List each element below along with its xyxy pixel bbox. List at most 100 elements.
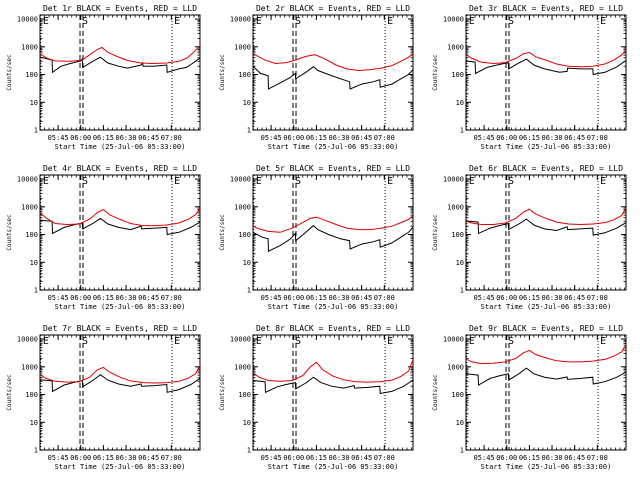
x-tick-label: 07:00 bbox=[161, 454, 182, 462]
marker-label: S bbox=[295, 336, 301, 347]
y-tick-label: 1 bbox=[460, 447, 464, 455]
marker-label: S bbox=[82, 176, 88, 187]
marker-label: S bbox=[82, 16, 88, 27]
plot-title: Det 3r BLACK = Events, RED = LLD bbox=[469, 4, 623, 13]
y-tick-label: 1 bbox=[247, 287, 251, 295]
x-tick-label: 06:15 bbox=[93, 134, 114, 142]
x-tick-label: 06:15 bbox=[93, 454, 114, 462]
detector-panel-2: Det 2r BLACK = Events, RED = LLD Counts/s… bbox=[219, 4, 414, 151]
x-tick-label: 06:30 bbox=[328, 134, 349, 142]
events-series-line bbox=[39, 374, 201, 393]
x-tick-label: 06:45 bbox=[351, 294, 372, 302]
x-tick-label: 06:00 bbox=[70, 134, 91, 142]
y-tick-label: 10 bbox=[30, 99, 38, 107]
x-tick-label: 06:45 bbox=[351, 134, 372, 142]
y-tick-label: 10000 bbox=[17, 336, 38, 344]
y-axis-label: Counts/sec bbox=[432, 374, 439, 411]
detector-panel-9: Det 9r BLACK = Events, RED = LLD Counts/s… bbox=[432, 324, 627, 471]
events-series-line bbox=[39, 217, 201, 236]
x-tick-label: 06:15 bbox=[519, 454, 540, 462]
x-tick-label: 06:15 bbox=[519, 134, 540, 142]
y-tick-label: 10000 bbox=[443, 176, 464, 184]
y-tick-label: 10000 bbox=[443, 336, 464, 344]
x-tick-label: 06:30 bbox=[115, 454, 136, 462]
y-axis-label: Counts/sec bbox=[6, 214, 13, 251]
x-axis-label: Start Time (25-Jul-06 05:33:00) bbox=[268, 463, 399, 471]
lld-series-line bbox=[465, 49, 627, 68]
plot-frame bbox=[39, 334, 201, 451]
x-tick-label: 07:00 bbox=[161, 134, 182, 142]
marker-label: E bbox=[469, 16, 475, 27]
y-tick-label: 10 bbox=[456, 259, 464, 267]
x-tick-label: 07:00 bbox=[374, 134, 395, 142]
x-tick-label: 05:45 bbox=[261, 294, 282, 302]
y-tick-label: 1000 bbox=[234, 43, 251, 51]
marker-label: E bbox=[600, 336, 606, 347]
events-series-line bbox=[252, 224, 414, 252]
marker-label: S bbox=[82, 336, 88, 347]
x-tick-label: 06:30 bbox=[328, 454, 349, 462]
y-axis-label: Counts/sec bbox=[219, 54, 226, 91]
lld-series-line bbox=[39, 207, 201, 227]
marker-label: E bbox=[43, 16, 49, 27]
y-tick-label: 10 bbox=[243, 259, 251, 267]
x-tick-label: 06:30 bbox=[541, 294, 562, 302]
plot-frame bbox=[465, 334, 627, 451]
x-tick-label: 06:15 bbox=[306, 134, 327, 142]
y-axis-label: Counts/sec bbox=[432, 54, 439, 91]
marker-label: S bbox=[295, 16, 301, 27]
y-tick-label: 1 bbox=[247, 127, 251, 135]
y-tick-label: 10 bbox=[243, 99, 251, 107]
y-tick-label: 100 bbox=[25, 71, 38, 79]
marker-label: E bbox=[256, 16, 262, 27]
detector-panel-4: Det 4r BLACK = Events, RED = LLD Counts/s… bbox=[6, 164, 201, 311]
lld-series-line bbox=[39, 45, 201, 65]
x-tick-label: 06:30 bbox=[115, 134, 136, 142]
events-series-line bbox=[465, 367, 627, 386]
marker-label: E bbox=[387, 16, 393, 27]
y-tick-label: 1000 bbox=[447, 43, 464, 51]
plot-title: Det 7r BLACK = Events, RED = LLD bbox=[43, 324, 197, 333]
y-axis-label: Counts/sec bbox=[219, 214, 226, 251]
detector-panel-5: Det 5r BLACK = Events, RED = LLD Counts/s… bbox=[219, 164, 414, 311]
y-tick-label: 100 bbox=[238, 231, 251, 239]
x-tick-label: 07:00 bbox=[587, 454, 608, 462]
x-tick-label: 06:45 bbox=[138, 134, 159, 142]
marker-label: S bbox=[508, 336, 514, 347]
x-tick-label: 06:00 bbox=[283, 134, 304, 142]
y-tick-label: 1000 bbox=[21, 203, 38, 211]
x-tick-label: 07:00 bbox=[374, 294, 395, 302]
events-series-line bbox=[465, 58, 627, 76]
marker-label: S bbox=[295, 176, 301, 187]
plot-title: Det 9r BLACK = Events, RED = LLD bbox=[469, 324, 623, 333]
x-tick-label: 05:45 bbox=[474, 134, 495, 142]
plot-title: Det 1r BLACK = Events, RED = LLD bbox=[43, 4, 197, 13]
y-tick-label: 10000 bbox=[17, 176, 38, 184]
x-tick-label: 05:45 bbox=[48, 134, 69, 142]
y-tick-label: 1 bbox=[34, 287, 38, 295]
marker-label: E bbox=[600, 176, 606, 187]
y-axis-label: Counts/sec bbox=[219, 374, 226, 411]
y-tick-label: 100 bbox=[238, 391, 251, 399]
x-axis-label: Start Time (25-Jul-06 05:33:00) bbox=[268, 143, 399, 151]
y-tick-label: 100 bbox=[238, 71, 251, 79]
marker-label: E bbox=[43, 176, 49, 187]
detector-panel-8: Det 8r BLACK = Events, RED = LLD Counts/s… bbox=[219, 324, 414, 471]
marker-label: E bbox=[469, 336, 475, 347]
x-tick-label: 06:15 bbox=[306, 294, 327, 302]
y-axis-label: Counts/sec bbox=[6, 54, 13, 91]
x-tick-label: 06:00 bbox=[496, 294, 517, 302]
marker-label: E bbox=[600, 16, 606, 27]
x-tick-label: 05:45 bbox=[48, 294, 69, 302]
y-tick-label: 10000 bbox=[17, 16, 38, 24]
marker-label: S bbox=[508, 16, 514, 27]
lld-series-line bbox=[252, 215, 414, 233]
y-tick-label: 1 bbox=[247, 447, 251, 455]
plot-frame bbox=[39, 174, 201, 291]
y-tick-label: 10000 bbox=[230, 336, 251, 344]
y-tick-label: 100 bbox=[451, 231, 464, 239]
x-tick-label: 06:30 bbox=[115, 294, 136, 302]
events-series-line bbox=[252, 65, 414, 90]
